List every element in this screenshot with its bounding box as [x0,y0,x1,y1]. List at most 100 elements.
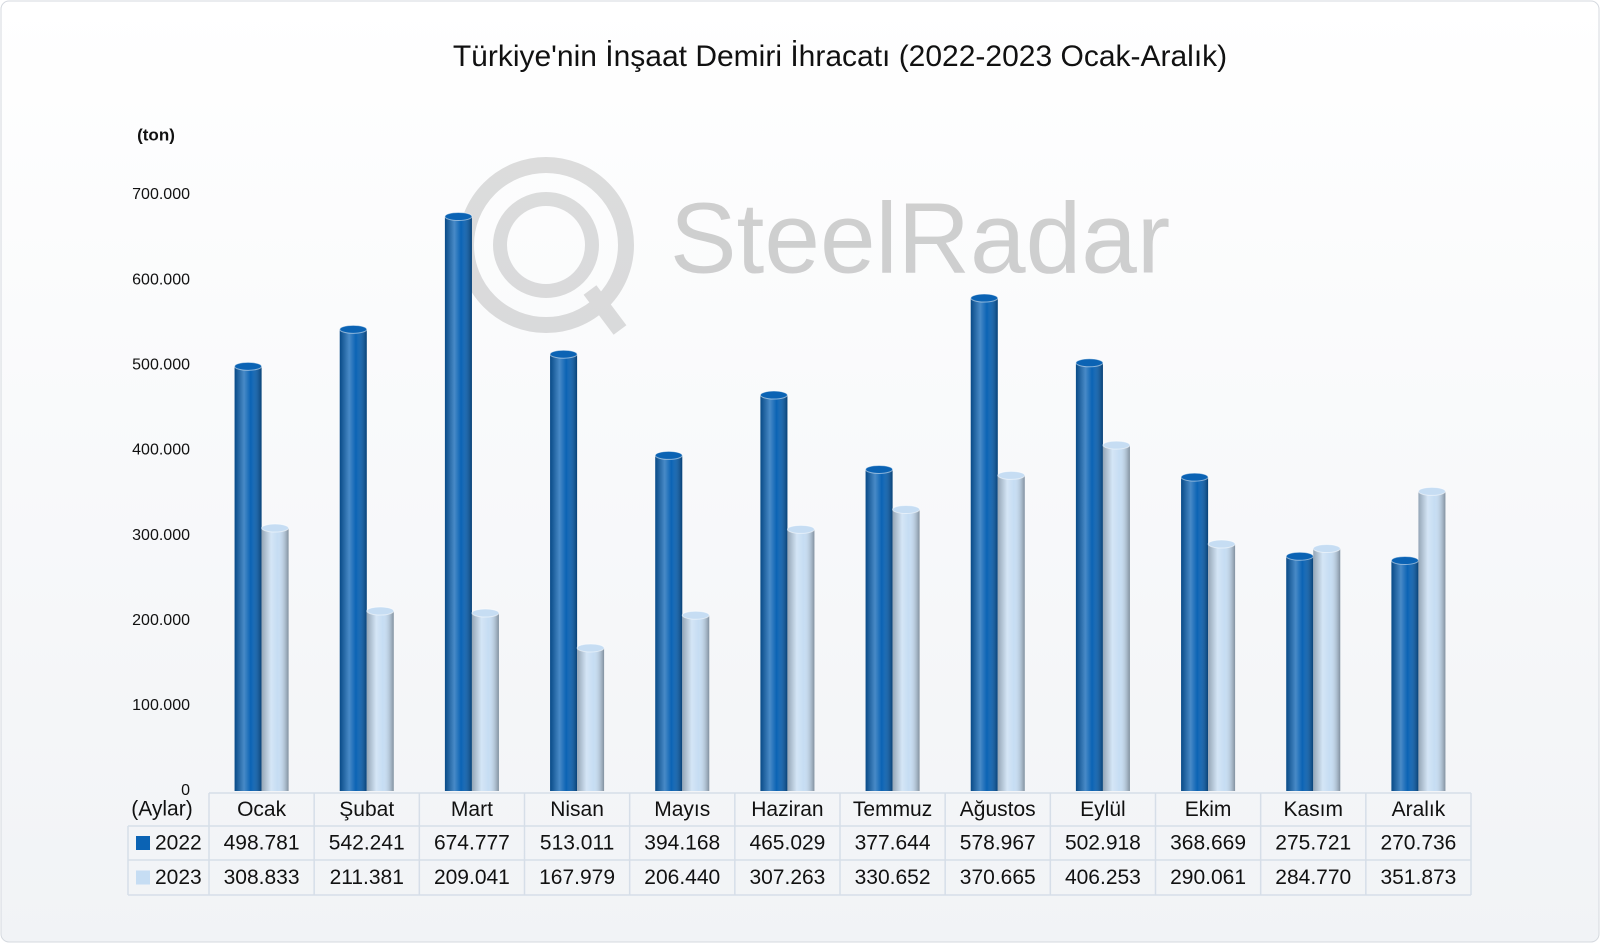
y-tick-label: 0 [181,782,190,799]
data-label: 465.029 [749,832,825,855]
bar-cap [970,293,999,303]
bar-shade [1391,560,1419,791]
bar-shade [1418,491,1446,791]
bar-shade [997,475,1025,791]
data-label: 275.721 [1275,832,1351,855]
data-label: 377.644 [855,832,931,855]
data-label: 394.168 [644,832,720,855]
x-tick-label: Aralık [1392,798,1446,821]
x-tick-label: Haziran [751,798,823,821]
x-tick-label: Ağustos [960,798,1036,821]
bar-shade [682,615,710,791]
y-tick-label: 200.000 [132,612,190,629]
bar-cap [997,470,1026,480]
bar-shade [1286,556,1314,791]
bar-cap [1207,539,1236,549]
data-label: 209.041 [434,866,510,889]
bar-shade [865,469,893,791]
bar-cap [339,324,368,334]
bar-cap [444,211,473,221]
x-tick-label: Mayıs [654,798,710,821]
bar-shade [970,298,998,791]
data-label: 270.736 [1380,832,1456,855]
data-label: 542.241 [329,832,405,855]
bar-shade [1181,477,1209,791]
legend-label: 2023 [155,866,202,889]
data-label: 502.918 [1065,832,1141,855]
bar-shade [1102,445,1130,791]
bar-shade [339,329,367,791]
bar-cap [471,608,500,618]
chart-title: Türkiye'nin İnşaat Demiri İhracatı (2022… [453,40,1227,73]
bar-shade [471,613,499,791]
bar-shade [1208,544,1236,791]
x-tick-label: Ekim [1185,798,1232,821]
bar-shade [892,509,920,791]
y-axis-label: (ton) [137,125,175,144]
bar-cap [234,361,263,371]
data-label: 370.665 [960,866,1036,889]
legend-swatch [136,836,150,850]
bar-shade [1313,548,1341,791]
watermark: SteelRadar [670,182,1170,294]
data-label: 406.253 [1065,866,1141,889]
bar-shade [366,611,394,791]
bar-cap [681,610,710,620]
x-tick-label: Ocak [237,798,287,821]
bar-shade [787,529,815,791]
bar-cap [786,524,815,534]
bar-shade [760,395,788,791]
bar-cap [1417,486,1446,496]
bar-cap [759,390,788,400]
bar-cap [261,523,290,533]
y-tick-label: 600.000 [132,271,190,288]
x-tick-label: Mart [451,798,493,821]
data-label: 513.011 [540,832,614,855]
data-label: 211.381 [330,866,404,889]
bar-cap [892,504,921,514]
data-label: 206.440 [644,866,720,889]
data-label: 290.061 [1170,866,1246,889]
y-tick-label: 500.000 [132,357,190,374]
data-label: 307.263 [749,866,825,889]
bar-cap [1312,544,1341,554]
y-tick-label: 300.000 [132,527,190,544]
data-label: 308.833 [224,866,300,889]
bar-cap [1285,551,1314,561]
legend-label: 2022 [155,832,202,855]
legend-swatch [136,870,150,885]
bar-cap [1102,440,1131,450]
bar-shade [1075,362,1103,791]
y-tick-label: 400.000 [132,442,190,459]
bar-cap [366,606,395,616]
bar-shade [234,366,262,791]
bar-cap [1180,472,1209,482]
data-label: 674.777 [434,832,510,855]
data-label: 368.669 [1170,832,1246,855]
x-tick-label: Temmuz [853,798,932,821]
y-tick-label: 100.000 [132,697,190,714]
y-tick-label: 700.000 [132,186,190,203]
x-tick-label: Nisan [550,798,604,821]
bar-cap [1390,555,1419,565]
bar-shade [550,354,578,791]
x-axis-label: (Aylar) [131,798,192,821]
bar-shade [261,528,289,791]
x-tick-label: Kasım [1283,798,1343,821]
data-label: 498.781 [224,832,300,855]
bar-shade [444,216,472,791]
bar-shade [577,647,605,791]
data-label: 167.979 [539,866,615,889]
x-tick-label: Şubat [339,798,394,821]
bar-cap [865,464,894,474]
data-label: 284.770 [1275,866,1351,889]
bar-cap [654,450,683,460]
x-tick-label: Eylül [1080,798,1126,821]
bar-cap [1075,358,1104,368]
data-label: 330.652 [855,866,931,889]
data-label: 578.967 [960,832,1036,855]
bar-shade [655,455,683,791]
bar-cap [576,643,605,653]
data-label: 351.873 [1380,866,1456,889]
